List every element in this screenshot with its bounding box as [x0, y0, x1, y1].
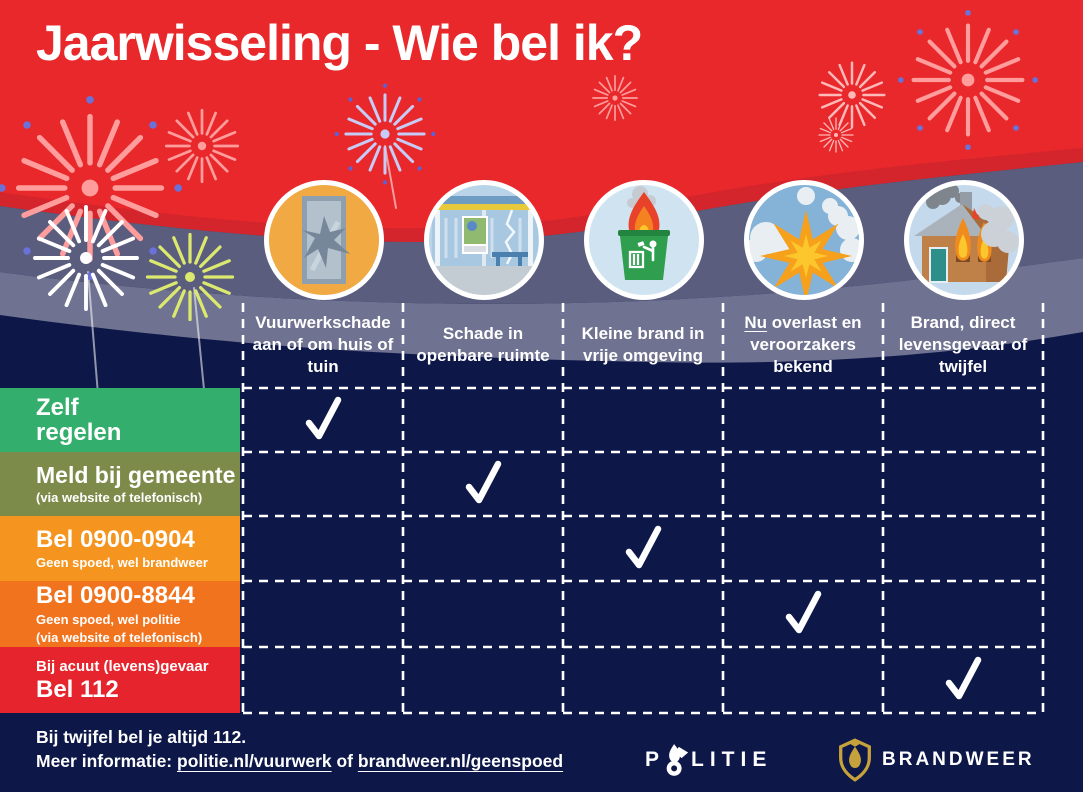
brandweer-logo: BRANDWEER: [836, 738, 1035, 782]
politie-logo-text-p: P: [645, 748, 666, 771]
politie-logo: P LITIE: [645, 742, 772, 778]
checkmark-icon: [945, 656, 982, 700]
house-on-fire-icon: [904, 180, 1024, 300]
row-title: Zelf regelen: [36, 393, 122, 446]
checkmark-icon: [785, 590, 822, 634]
row-title: Bel 0900-8844: [36, 582, 195, 610]
column-header-kleine-brand: Kleine brand in vrije omgeving: [581, 324, 705, 365]
politie-emblem-icon: [666, 744, 689, 776]
row-title: Meld bij gemeente: [36, 461, 236, 488]
broken-window-icon: [264, 180, 384, 300]
footer-line-2: Meer informatie: politie.nl/vuurwerk of …: [36, 751, 563, 772]
column-header-brand-levensgevaar: Brand, direct levensgevaar of twijfel: [898, 313, 1028, 376]
checkmark-icon: [465, 460, 502, 504]
brandweer-emblem-icon: [839, 738, 871, 782]
row-bel-0900-8844: Bel 0900-8844 Geen spoed, wel politie (v…: [0, 581, 240, 647]
column-header-vuurwerkschade: Vuurwerkschade aan of om huis of tuin: [252, 313, 394, 376]
damaged-bus-shelter-icon: [424, 180, 544, 300]
column-header-schade-openbare-ruimte: Schade in openbare ruimte: [416, 324, 550, 365]
firework-explosion-icon: [744, 180, 864, 300]
row-bel-0900-0904: Bel 0900-0904 Geen spoed, wel brandweer: [0, 516, 240, 581]
footer-middle: of: [331, 751, 358, 771]
row-note: Geen spoed, wel brandweer: [36, 555, 208, 571]
checkmark-icon: [625, 525, 662, 569]
row-title: Bel 0900-0904: [36, 525, 195, 553]
row-bel-112: Bij acuut (levens)gevaar Bel 112: [0, 647, 240, 713]
page-title: Jaarwisseling - Wie bel ik?: [36, 15, 643, 71]
row-note: Geen spoed, wel politie: [36, 611, 181, 627]
footer-prefix: Meer informatie:: [36, 751, 177, 771]
link-politie-nl-vuurwerk[interactable]: politie.nl/vuurwerk: [177, 751, 332, 771]
column-header-nu-overlast: Nu overlast en veroorzakers bekend: [723, 305, 883, 385]
row-title: Bel 112: [36, 675, 119, 703]
footer-line-1: Bij twijfel bel je altijd 112.: [36, 727, 247, 747]
politie-logo-text-rest: LITIE: [691, 748, 773, 771]
row-meld-bij-gemeente: Meld bij gemeente (via website of telefo…: [0, 452, 240, 516]
underlined-word: Nu: [744, 313, 768, 333]
row-note-2: (via website of telefonisch): [36, 629, 203, 645]
link-brandweer-nl-geenspoed[interactable]: brandweer.nl/geenspoed: [357, 751, 564, 771]
burning-waste-container-icon: [584, 180, 704, 300]
row-pre-note: Bij acuut (levens)gevaar: [36, 657, 209, 675]
checkmark-icon: [305, 396, 342, 440]
row-note: (via website of telefonisch): [36, 490, 203, 506]
header-rest: overlast en veroorzakers bekend: [750, 313, 862, 376]
brandweer-logo-text: BRANDWEER: [882, 749, 1035, 770]
row-zelf-regelen: Zelf regelen: [0, 388, 240, 452]
